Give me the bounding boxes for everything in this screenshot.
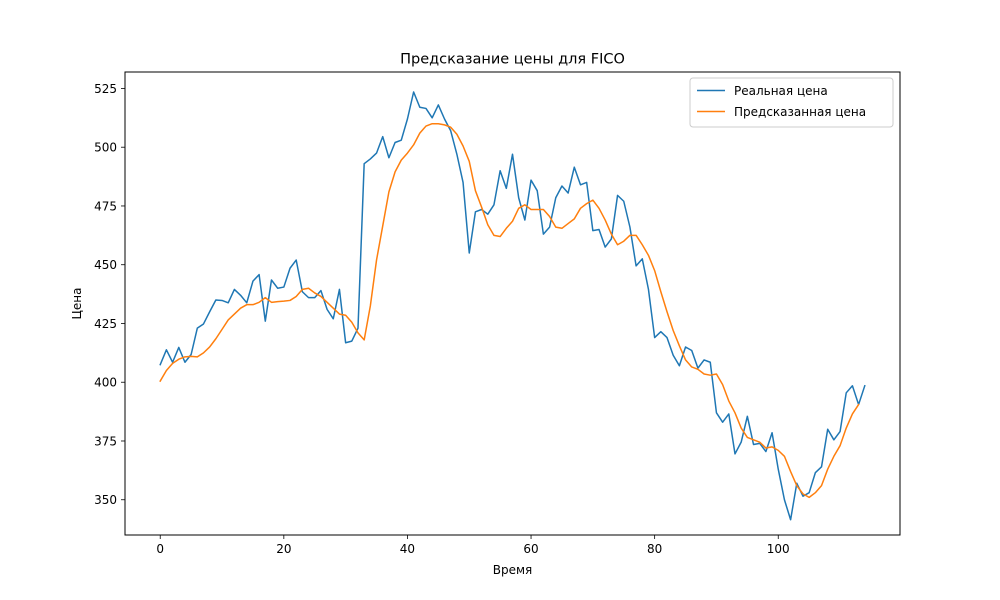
y-tick-label: 375 [94, 434, 117, 448]
y-tick-label: 525 [94, 82, 117, 96]
y-axis: 350 375 400 425 450 475 500 525 [94, 82, 125, 507]
axes-frame [124, 71, 901, 536]
legend: Реальная цена Предсказанная цена [689, 77, 894, 128]
legend-box [689, 77, 894, 128]
plot-area [159, 91, 866, 521]
chart-title: Предсказание цены для FICO [400, 52, 625, 68]
x-tick-label: 100 [767, 542, 790, 556]
x-tick-label: 40 [400, 542, 415, 556]
series-line-real-price [159, 91, 866, 521]
y-axis-label: Цена [70, 288, 84, 320]
y-tick-label: 450 [94, 258, 117, 272]
series-line-predicted-price [159, 122, 860, 499]
y-tick-label: 350 [94, 493, 117, 507]
x-axis: 0 20 40 60 80 100 [156, 535, 790, 556]
x-tick-label: 60 [523, 542, 538, 556]
y-tick-label: 500 [94, 141, 117, 155]
y-tick-label: 475 [94, 199, 117, 213]
x-tick-label: 80 [647, 542, 662, 556]
legend-label-predicted: Предсказанная цена [734, 105, 866, 119]
x-tick-label: 20 [276, 542, 291, 556]
y-tick-label: 425 [94, 317, 117, 331]
x-axis-label: Время [493, 563, 533, 577]
x-tick-label: 0 [156, 542, 164, 556]
legend-label-real: Реальная цена [734, 84, 828, 98]
y-tick-label: 400 [94, 376, 117, 390]
